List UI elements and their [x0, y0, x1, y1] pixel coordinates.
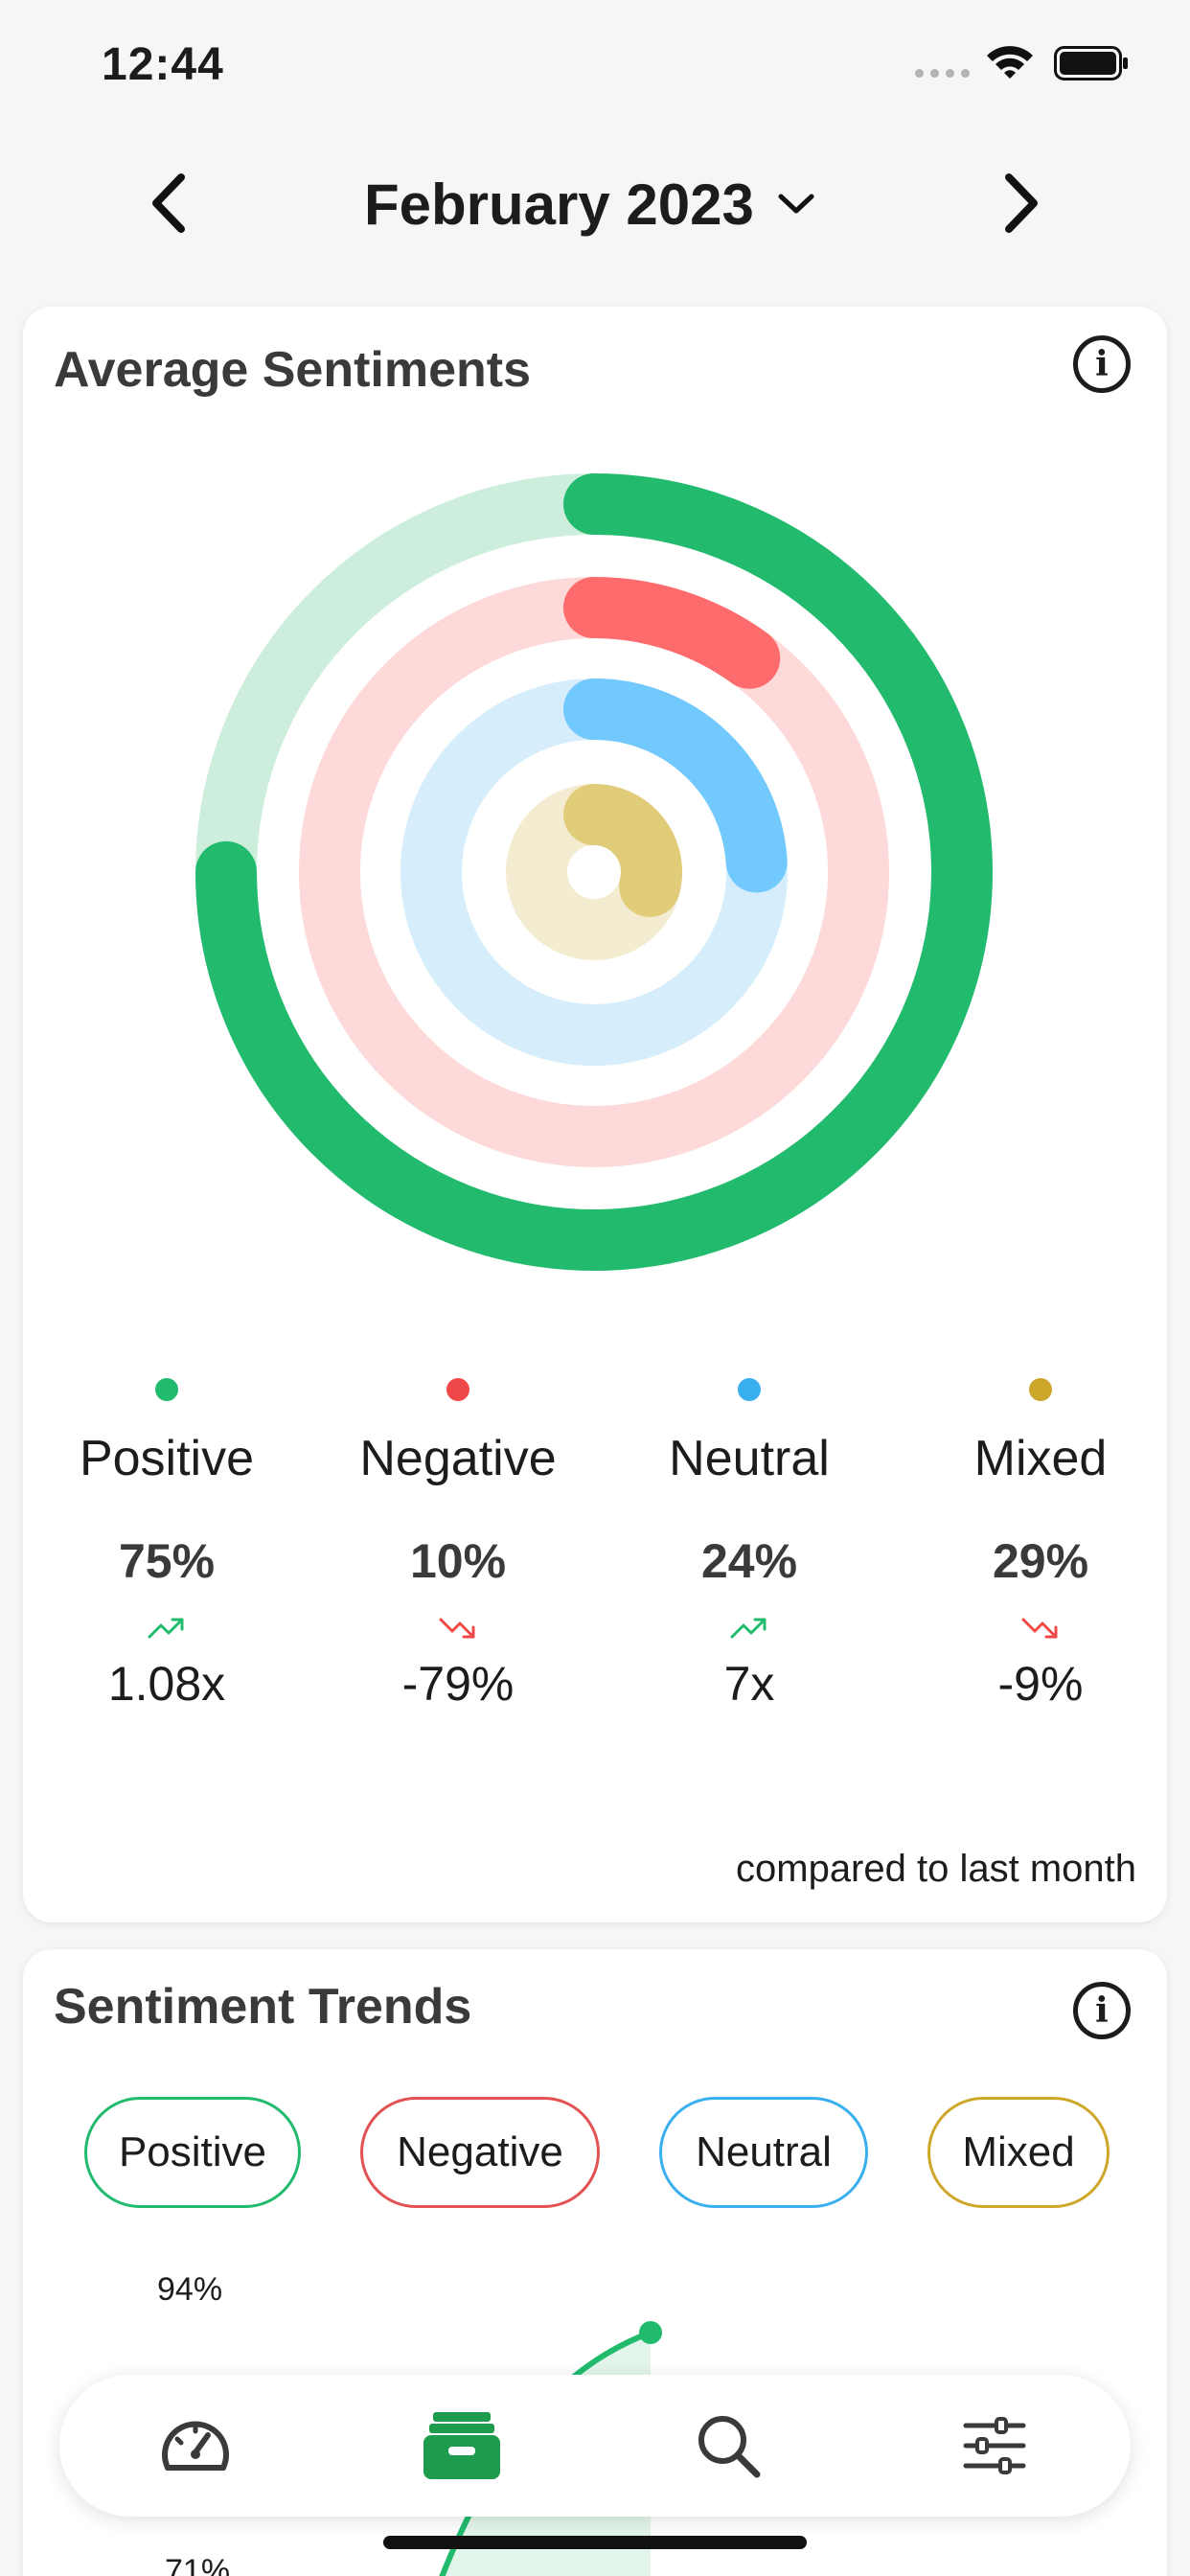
legend-change: -79% — [401, 1657, 515, 1711]
y-axis-label: 71% — [165, 2553, 231, 2576]
sliders-settings-icon — [963, 2417, 1026, 2474]
ring-arc-neutral — [400, 678, 788, 1066]
chevron-right-icon — [1005, 173, 1038, 233]
legend-dot — [446, 1378, 469, 1401]
legend-dot — [1029, 1378, 1052, 1401]
filter-pill-neutral[interactable]: Neutral — [659, 2097, 868, 2208]
average-sentiments-card: Average Sentiments i Positive 75% 1.08x … — [23, 307, 1167, 1922]
chevron-down-icon — [778, 194, 814, 214]
home-indicator — [383, 2536, 807, 2549]
card-title: Average Sentiments — [54, 342, 532, 398]
ring-arc-positive — [195, 473, 993, 1271]
legend-dot — [738, 1378, 761, 1401]
wifi-icon — [985, 42, 1035, 85]
ring-arc-negative — [299, 577, 889, 1167]
legend-negative: Negative 10% -79% — [314, 1378, 602, 1712]
inbox-tray-icon — [423, 2412, 500, 2479]
tab-settings[interactable] — [947, 2398, 1042, 2494]
legend-percent: 10% — [409, 1534, 507, 1588]
trend-up-icon — [23, 1614, 310, 1644]
dashboard-gauge-icon — [162, 2421, 229, 2471]
legend-positive: Positive 75% 1.08x — [23, 1378, 310, 1712]
tab-bar — [59, 2375, 1131, 2517]
trend-up-icon — [606, 1614, 893, 1644]
signal-dots-icon — [915, 69, 970, 78]
legend-percent: 24% — [700, 1534, 798, 1588]
legend-mixed: Mixed 29% -9% — [897, 1378, 1184, 1712]
legend-name: Neutral — [669, 1431, 830, 1486]
trend-down-icon — [314, 1614, 602, 1644]
battery-icon — [1054, 46, 1129, 85]
legend-neutral: Neutral 24% 7x — [606, 1378, 893, 1712]
filter-pill-positive[interactable]: Positive — [84, 2097, 301, 2208]
trend-down-icon — [897, 1614, 1184, 1644]
status-time: 12:44 — [102, 39, 224, 90]
trend-point — [639, 2321, 662, 2344]
card-title: Sentiment Trends — [54, 1979, 472, 2035]
month-picker[interactable]: February 2023 — [364, 171, 815, 238]
tab-dashboard[interactable] — [148, 2398, 243, 2494]
legend-dot — [155, 1378, 178, 1401]
chevron-left-icon — [152, 173, 185, 233]
y-axis-label: 94% — [157, 2271, 223, 2308]
compared-note: compared to last month — [736, 1848, 1136, 1890]
info-icon[interactable]: i — [1073, 1982, 1131, 2039]
ring-arc-mixed — [506, 784, 682, 960]
legend-name: Mixed — [973, 1431, 1108, 1486]
legend-name: Negative — [359, 1431, 557, 1486]
search-icon — [698, 2416, 761, 2478]
legend-change: -9% — [997, 1657, 1084, 1711]
tab-search[interactable] — [680, 2398, 776, 2494]
legend-percent: 29% — [992, 1534, 1089, 1588]
previous-month-button[interactable] — [134, 165, 201, 242]
filter-pill-negative[interactable]: Negative — [360, 2097, 600, 2208]
sentiment-rings-chart — [195, 473, 993, 1271]
legend-percent: 75% — [118, 1534, 216, 1588]
filter-pill-mixed[interactable]: Mixed — [927, 2097, 1110, 2208]
tab-inbox[interactable] — [414, 2398, 510, 2494]
legend-change: 7x — [723, 1657, 775, 1711]
legend-change: 1.08x — [107, 1657, 226, 1711]
legend-name: Positive — [79, 1431, 255, 1486]
month-title: February 2023 — [364, 172, 754, 237]
next-month-button[interactable] — [989, 165, 1056, 242]
info-icon[interactable]: i — [1073, 335, 1131, 393]
